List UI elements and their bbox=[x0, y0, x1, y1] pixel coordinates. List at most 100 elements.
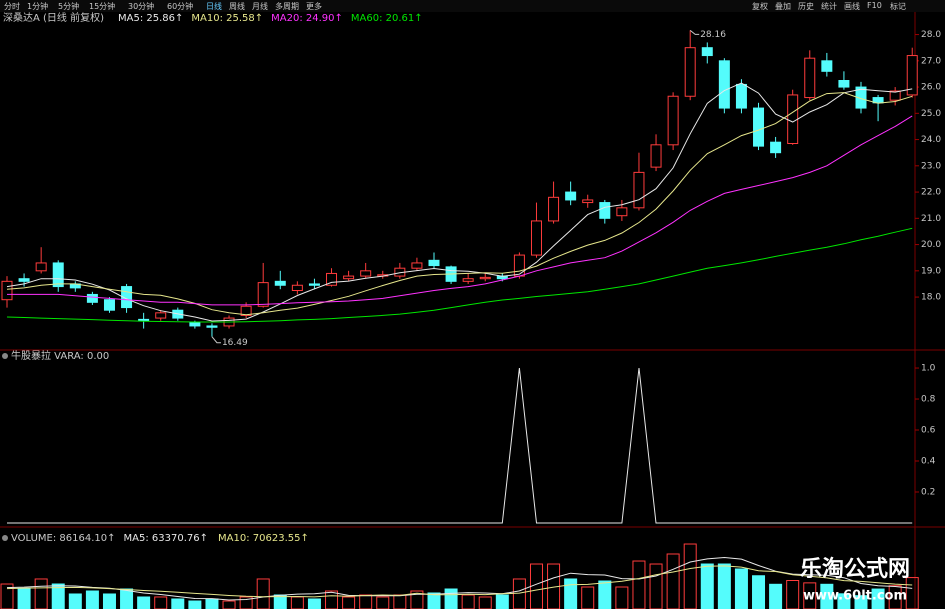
candle-body bbox=[616, 207, 628, 217]
volume-bar bbox=[581, 586, 595, 609]
candle-body bbox=[718, 60, 730, 109]
candle-body bbox=[155, 312, 167, 319]
volume-bar bbox=[154, 596, 168, 609]
candle-body bbox=[787, 94, 799, 145]
period-button[interactable]: 30分钟 bbox=[128, 2, 155, 11]
y-tick-label: 21.0 bbox=[921, 214, 941, 224]
volume-bar bbox=[512, 578, 526, 609]
candle-body bbox=[308, 283, 320, 286]
tool-button[interactable]: 标记 bbox=[890, 2, 906, 11]
candle-body bbox=[770, 141, 782, 154]
annotation-leader bbox=[211, 336, 221, 344]
y-tick-label: 0.4 bbox=[921, 457, 936, 467]
y-tick-label: 22.0 bbox=[921, 188, 941, 198]
y-tick-label: 18.0 bbox=[921, 293, 941, 303]
candle-body bbox=[513, 254, 525, 277]
annotation: 16.49 bbox=[222, 338, 248, 348]
volume-bar bbox=[529, 563, 543, 609]
volume-bar bbox=[359, 594, 373, 609]
candle-body bbox=[530, 220, 542, 256]
volume-bar bbox=[444, 588, 458, 609]
volume-bar bbox=[51, 583, 65, 609]
volume-bar bbox=[102, 593, 116, 609]
period-button[interactable]: 周线 bbox=[229, 2, 245, 11]
period-button[interactable]: 1分钟 bbox=[27, 2, 49, 11]
legend-entry: MA20: 24.90↑ bbox=[271, 13, 343, 24]
period-button[interactable]: 分时 bbox=[4, 2, 20, 11]
candle-body bbox=[548, 196, 560, 222]
period-button[interactable]: 60分钟 bbox=[167, 2, 194, 11]
tool-button[interactable]: 统计 bbox=[821, 2, 837, 11]
candle-body bbox=[735, 83, 747, 109]
y-tick-label: 20.0 bbox=[921, 240, 941, 250]
volume-bar bbox=[786, 580, 800, 609]
legend-entry: MA5: 63370.76↑ bbox=[124, 533, 208, 544]
candle-body bbox=[667, 95, 679, 146]
candle-body bbox=[684, 47, 696, 97]
period-button[interactable]: 日线 bbox=[206, 2, 222, 11]
volume-bar bbox=[717, 563, 731, 609]
volume-bar bbox=[700, 563, 714, 609]
legend-entry: MA5: 25.86↑ bbox=[118, 13, 183, 24]
volume-bar bbox=[803, 582, 817, 609]
period-button[interactable]: 5分钟 bbox=[58, 2, 80, 11]
candle-body bbox=[650, 144, 662, 168]
candle-body bbox=[206, 325, 218, 328]
candle-body bbox=[189, 321, 201, 327]
legend-entry: MA60: 20.61↑ bbox=[351, 13, 423, 24]
candle-body bbox=[18, 278, 30, 282]
tool-button[interactable]: F10 bbox=[867, 1, 882, 10]
period-button[interactable]: 多周期 bbox=[275, 2, 299, 11]
volume-bar bbox=[0, 583, 14, 609]
candle-body bbox=[103, 299, 115, 311]
volume-bar bbox=[461, 594, 475, 609]
candle-body bbox=[479, 276, 491, 280]
y-tick-label: 0.6 bbox=[921, 426, 936, 436]
panel-icon bbox=[2, 353, 8, 359]
volume-bar bbox=[905, 577, 919, 609]
volume-bar bbox=[188, 600, 202, 609]
candle-body bbox=[906, 55, 918, 96]
y-tick-label: 0.2 bbox=[921, 487, 935, 497]
y-tick-label: 25.0 bbox=[921, 109, 941, 119]
volume-bar bbox=[342, 596, 356, 609]
volume-bar bbox=[752, 575, 766, 609]
watermark-name: 乐淘公式网 bbox=[800, 556, 910, 582]
watermark-url: www.60lt.com bbox=[803, 589, 907, 604]
candle-body bbox=[462, 278, 474, 282]
volume-bar bbox=[427, 592, 441, 609]
tool-button[interactable]: 叠加 bbox=[775, 2, 791, 11]
y-tick-label: 28.0 bbox=[921, 30, 941, 40]
volume-bar bbox=[393, 594, 407, 609]
y-tick-label: 19.0 bbox=[921, 266, 941, 276]
volume-bar bbox=[256, 578, 270, 609]
candle-body bbox=[565, 191, 577, 201]
period-button[interactable]: 更多 bbox=[306, 2, 322, 11]
volume-bar bbox=[222, 600, 236, 609]
candle-body bbox=[121, 286, 133, 309]
volume-bar bbox=[854, 595, 868, 609]
candle-body bbox=[804, 57, 816, 99]
candle-body bbox=[821, 60, 833, 72]
annotation-leader bbox=[689, 29, 700, 35]
candle-body bbox=[35, 262, 47, 272]
period-button[interactable]: 月线 bbox=[252, 2, 268, 11]
volume-bar bbox=[205, 598, 219, 609]
tool-button[interactable]: 画线 bbox=[844, 2, 860, 11]
volume-bar bbox=[734, 568, 748, 609]
chart-title: VOLUME: 86164.10↑ bbox=[11, 533, 116, 544]
tool-button[interactable]: 复权 bbox=[752, 2, 768, 11]
y-tick-label: 26.0 bbox=[921, 83, 941, 93]
annotation: 28.16 bbox=[700, 30, 726, 40]
volume-bar bbox=[120, 588, 134, 609]
candle-body bbox=[582, 199, 594, 204]
candle-body bbox=[889, 90, 901, 101]
volume-bar bbox=[17, 588, 31, 609]
period-button[interactable]: 15分钟 bbox=[89, 2, 116, 11]
candle-body bbox=[326, 272, 338, 286]
tool-button[interactable]: 历史 bbox=[798, 2, 814, 11]
volume-bar bbox=[171, 598, 185, 609]
candle-body bbox=[291, 284, 303, 292]
